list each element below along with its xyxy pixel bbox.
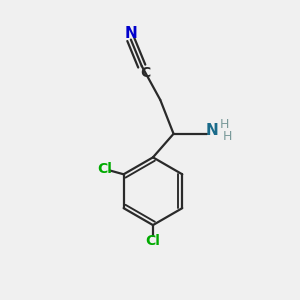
Text: C: C [140, 66, 150, 80]
Text: N: N [124, 26, 137, 40]
Text: Cl: Cl [146, 234, 160, 248]
Text: H: H [220, 118, 229, 131]
Text: Cl: Cl [97, 162, 112, 176]
Text: N: N [206, 123, 218, 138]
Text: H: H [223, 130, 232, 143]
